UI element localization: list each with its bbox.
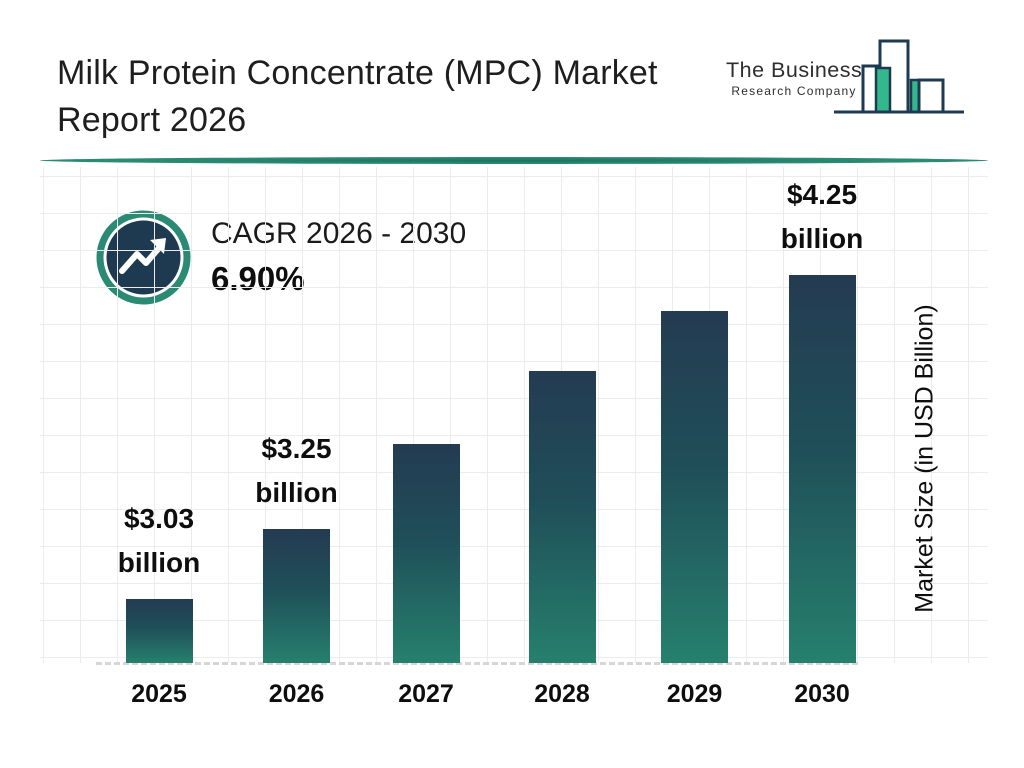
x-axis-label-2030: 2030 [794,680,850,708]
value-label-2030: $4.25 billion [780,179,864,254]
title-line-1: Milk Protein Concentrate (MPC) Market [57,54,658,92]
bar-2026 [263,529,330,663]
bar-chart-logo-icon [834,39,964,114]
x-axis-label-2025: 2025 [131,680,187,708]
x-axis-label-2027: 2027 [398,680,454,708]
logo-text: The Business Research Company [726,58,862,98]
chart-plot-area: $3.03 billion $3.25 billion $4.25 billion [40,167,988,665]
logo-company-subname: Research Company [731,84,857,98]
x-axis-baseline [96,662,858,665]
x-axis-label-2028: 2028 [534,680,590,708]
title-line-2: Report 2026 [57,101,247,139]
logo-company-name: The Business [726,58,863,82]
value-label-2025: $3.03 billion [117,503,201,578]
header-divider [40,157,988,164]
y-axis-title: Market Size (in USD Billion) [910,304,939,613]
bar-2029 [661,311,728,663]
x-axis-label-2026: 2026 [268,680,325,708]
bar-2027 [392,444,460,663]
bar-2028 [528,371,596,663]
bar-2030 [788,275,856,663]
value-label-2026: $3.25 billion [255,433,338,508]
x-axis-labels: 2025 2026 2027 2028 2029 2030 [0,680,1024,710]
page-title: Milk Protein Concentrate (MPC) Market Re… [57,50,737,144]
x-axis-label-2029: 2029 [666,680,723,708]
bar-2025 [125,599,193,663]
company-logo: The Business Research Company [726,38,966,118]
